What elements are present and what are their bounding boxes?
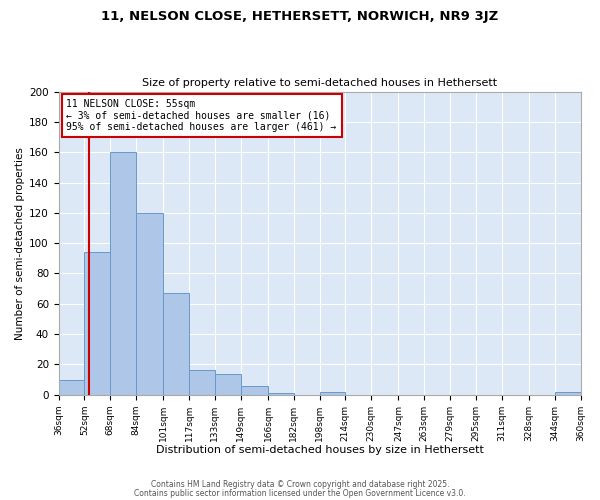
Bar	[163, 293, 189, 394]
Bar	[85, 252, 110, 394]
Text: Contains HM Land Registry data © Crown copyright and database right 2025.: Contains HM Land Registry data © Crown c…	[151, 480, 449, 489]
Bar	[215, 374, 241, 394]
Bar	[110, 152, 136, 394]
Text: Contains public sector information licensed under the Open Government Licence v3: Contains public sector information licen…	[134, 488, 466, 498]
Title: Size of property relative to semi-detached houses in Hethersett: Size of property relative to semi-detach…	[142, 78, 497, 88]
Bar	[320, 392, 346, 394]
Bar	[189, 370, 215, 394]
Text: 11 NELSON CLOSE: 55sqm
← 3% of semi-detached houses are smaller (16)
95% of semi: 11 NELSON CLOSE: 55sqm ← 3% of semi-deta…	[67, 99, 337, 132]
Y-axis label: Number of semi-detached properties: Number of semi-detached properties	[15, 146, 25, 340]
X-axis label: Distribution of semi-detached houses by size in Hethersett: Distribution of semi-detached houses by …	[155, 445, 484, 455]
Bar	[136, 213, 163, 394]
Bar	[555, 392, 581, 394]
Text: 11, NELSON CLOSE, HETHERSETT, NORWICH, NR9 3JZ: 11, NELSON CLOSE, HETHERSETT, NORWICH, N…	[101, 10, 499, 23]
Bar	[59, 380, 85, 394]
Bar	[241, 386, 268, 394]
Bar	[268, 393, 294, 394]
